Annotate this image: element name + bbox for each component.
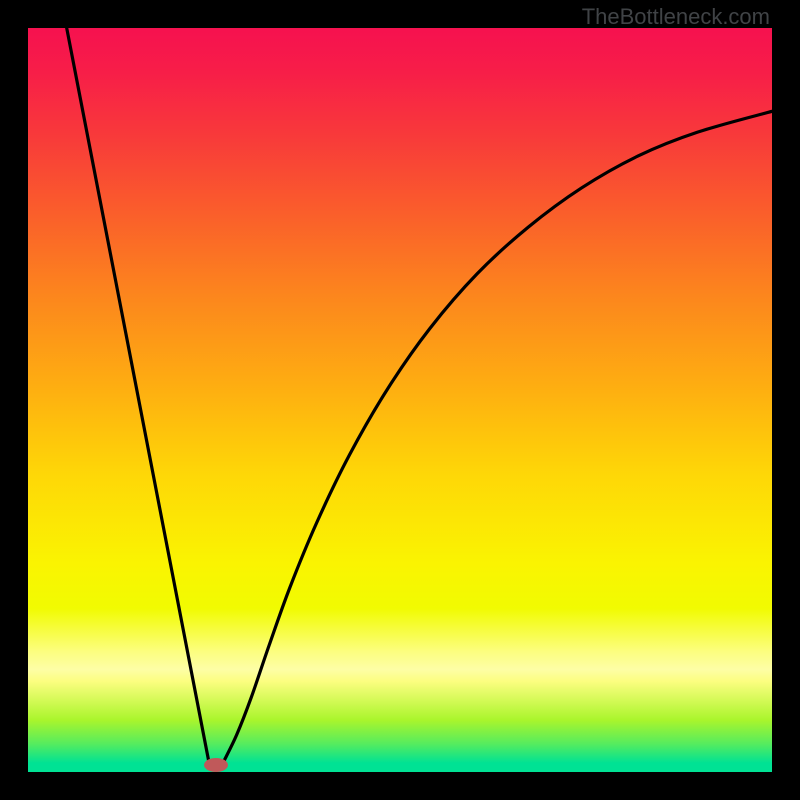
plot-area [28,28,772,772]
curve-svg [28,28,772,772]
watermark-text: TheBottleneck.com [582,4,770,30]
chart-container: TheBottleneck.com [0,0,800,800]
minimum-marker [204,758,228,772]
bottleneck-curve [67,28,772,762]
